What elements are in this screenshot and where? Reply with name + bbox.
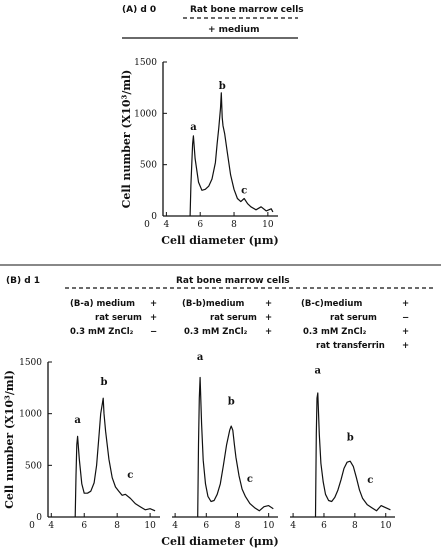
x-tick-label: 6: [203, 521, 209, 531]
condition-label: 0.3 mM ZnCl₂: [184, 327, 248, 337]
condition-sign: +: [265, 299, 272, 309]
x-tick-label: 6: [197, 220, 203, 230]
chart-3: 4 6 8 10 a b c: [172, 352, 278, 531]
condition-sign: +: [150, 299, 157, 309]
chart-4: 4 6 8 10 a b c: [290, 366, 395, 531]
peak-label: a: [315, 366, 322, 377]
peak-label: c: [247, 474, 253, 485]
condition-sign: +: [150, 313, 157, 323]
x-tick-label: 4: [172, 521, 178, 531]
y-tick-label: 500: [140, 161, 157, 171]
y-axis-title: Cell number (X10³/ml): [120, 70, 133, 209]
condition-block-b-c: (B-c)medium + rat serum − 0.3 mM ZnCl₂ +…: [301, 299, 409, 351]
panel-a-cells: Rat bone marrow cells: [190, 5, 304, 15]
y-tick-label: 1500: [134, 58, 157, 68]
x-tick-label: 4: [290, 521, 296, 531]
x-tick-label: 8: [235, 521, 241, 531]
condition-sign: +: [402, 327, 409, 337]
y-axis-title: Cell number (X10³/ml): [3, 370, 16, 509]
condition-label: rat serum: [95, 313, 142, 323]
x-tick-label: 0: [29, 521, 35, 531]
y-tick-label: 500: [25, 461, 42, 471]
y-tick-label: 0: [36, 513, 42, 523]
peak-label: c: [127, 470, 133, 481]
series-line: [314, 392, 391, 518]
condition-sign: +: [265, 313, 272, 323]
y-tick-label: 0: [151, 212, 157, 222]
condition-sign: +: [265, 327, 272, 337]
series-line: [197, 376, 274, 518]
peak-label: b: [219, 81, 226, 92]
condition-block-b-a: (B-a) medium + rat serum + 0.3 mM ZnCl₂ …: [70, 299, 157, 337]
condition-sign: +: [402, 341, 409, 351]
peak-label: a: [190, 122, 197, 133]
x-axis-title: Cell diameter (μm): [161, 535, 278, 548]
series-line: [189, 92, 274, 217]
x-tick-label: 10: [144, 521, 156, 531]
condition-label: (B-c)medium: [301, 299, 362, 309]
x-tick-label: 6: [81, 521, 87, 531]
condition-label: 0.3 mM ZnCl₂: [303, 327, 367, 337]
peak-label: c: [241, 186, 247, 197]
peak-label: c: [367, 475, 373, 486]
x-tick-label: 6: [321, 521, 327, 531]
condition-sign: −: [402, 313, 409, 323]
x-tick-label: 10: [262, 220, 274, 230]
condition-label: rat serum: [330, 313, 377, 323]
panel-b-cells: Rat bone marrow cells: [176, 276, 290, 286]
y-tick-label: 1500: [19, 358, 42, 368]
x-tick-label: 8: [231, 220, 237, 230]
x-tick-label: 8: [352, 521, 358, 531]
condition-block-b-b: (B-b)medium + rat serum + 0.3 mM ZnCl₂ +: [182, 299, 272, 337]
panel-a-label: (A) d 0: [122, 5, 156, 15]
condition-label: (B-b)medium: [182, 299, 245, 309]
condition-label: rat serum: [210, 313, 257, 323]
x-tick-label: 10: [263, 521, 275, 531]
condition-label: 0.3 mM ZnCl₂: [70, 327, 134, 337]
y-tick-label: 1000: [19, 410, 42, 420]
peak-label: a: [197, 352, 204, 363]
panel-a-treatment: + medium: [208, 25, 259, 35]
peak-label: b: [347, 433, 354, 444]
condition-sign: −: [150, 327, 157, 337]
condition-label: (B-a) medium: [70, 299, 135, 309]
peak-label: b: [228, 397, 235, 408]
x-tick-label: 10: [380, 521, 392, 531]
peak-label: b: [101, 377, 108, 388]
x-tick-label: 4: [48, 521, 54, 531]
panel-b-label: (B) d 1: [6, 276, 40, 286]
series-line: [74, 397, 156, 518]
x-tick-label: 0: [144, 220, 150, 230]
x-tick-label: 8: [114, 521, 120, 531]
peak-label: a: [74, 415, 81, 426]
condition-sign: +: [402, 299, 409, 309]
y-tick-label: 1000: [134, 109, 157, 119]
condition-label: rat transferrin: [316, 341, 385, 351]
x-tick-label: 4: [164, 220, 170, 230]
x-axis-title: Cell diameter (μm): [161, 234, 278, 247]
